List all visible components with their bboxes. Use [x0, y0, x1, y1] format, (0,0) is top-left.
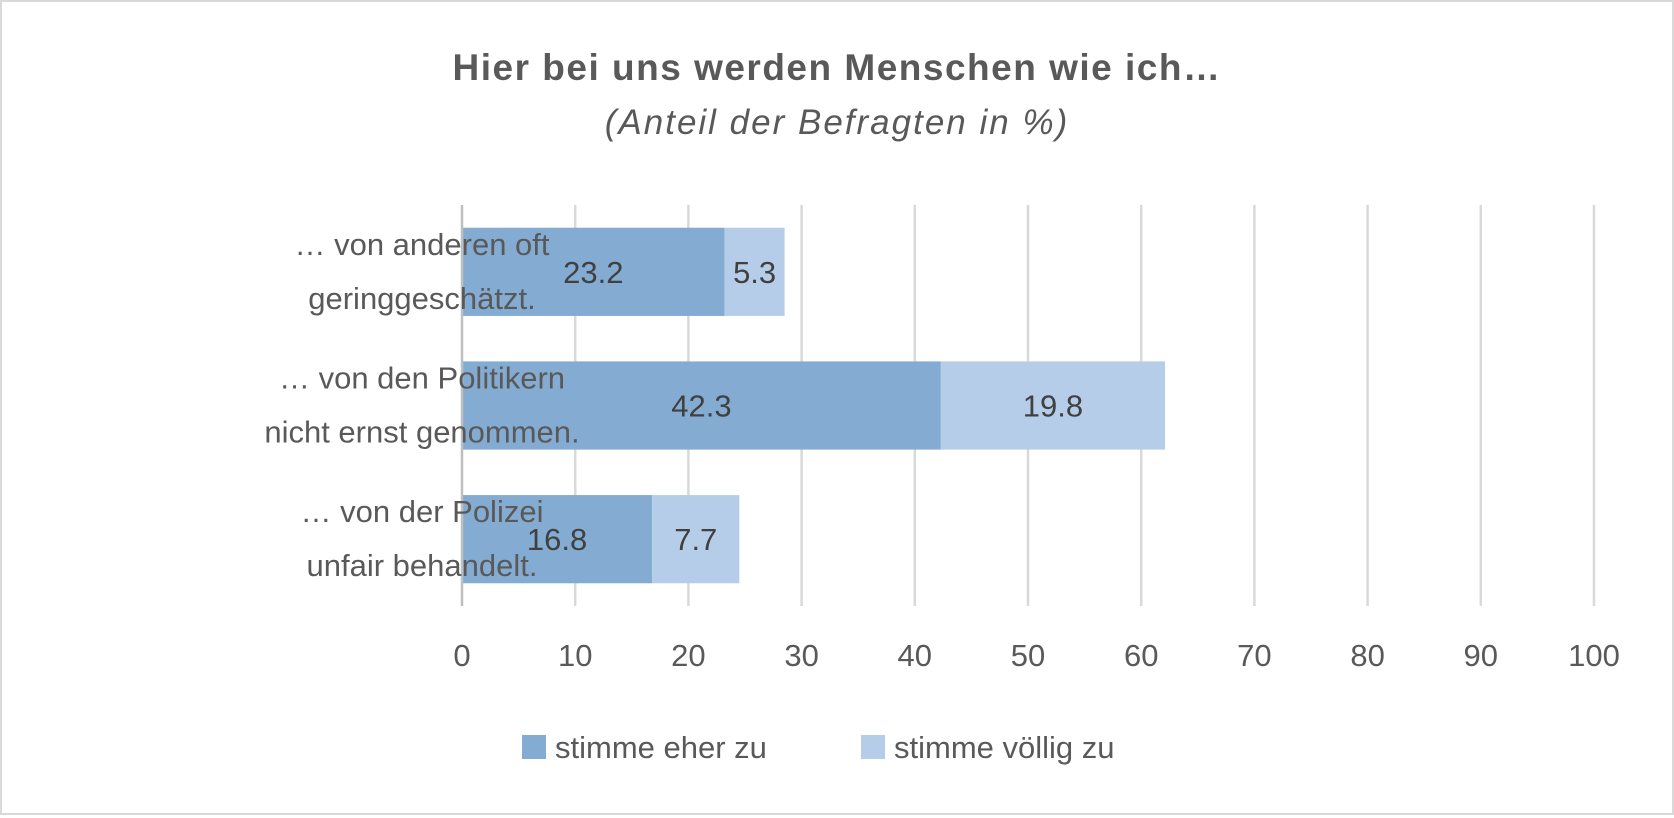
x-tick-label: 100: [1568, 638, 1620, 673]
category-label: geringgeschätzt.: [308, 281, 535, 316]
category-label: … von der Polizei: [301, 494, 544, 529]
bar-segment: [652, 495, 740, 584]
data-label: 23.2: [563, 255, 623, 290]
data-label: 7.7: [674, 522, 717, 557]
x-tick-label: 30: [784, 638, 818, 673]
bar-segment: [940, 361, 1165, 450]
category-label: unfair behandelt.: [307, 548, 538, 583]
chart-subtitle: (Anteil der Befragten in %): [605, 103, 1069, 142]
category-label: nicht ernst genommen.: [264, 415, 579, 450]
data-label: 19.8: [1023, 389, 1083, 424]
bar-segment: [724, 227, 785, 316]
category-label: … von anderen oft: [294, 227, 549, 262]
x-tick-label: 70: [1237, 638, 1271, 673]
legend-swatch: [522, 735, 546, 759]
x-tick-label: 40: [898, 638, 932, 673]
x-tick-label: 0: [453, 638, 470, 673]
x-tick-label: 20: [671, 638, 705, 673]
chart-title: Hier bei uns werden Menschen wie ich…: [453, 47, 1222, 88]
data-label: 42.3: [671, 389, 731, 424]
x-tick-labels: 0 10 20 30 40 50 60 70 80 90 100: [453, 638, 1619, 673]
legend-label: stimme völlig zu: [894, 730, 1115, 765]
category-label: … von den Politikern: [279, 361, 565, 396]
x-tick-label: 10: [558, 638, 592, 673]
legend-label: stimme eher zu: [555, 730, 767, 765]
legend: stimme eher zu stimme völlig zu: [522, 730, 1115, 765]
category-labels: … von anderen oft geringgeschätzt. … von d…: [264, 227, 579, 583]
legend-swatch: [861, 735, 885, 759]
x-tick-label: 60: [1124, 638, 1158, 673]
bar-segment: [462, 227, 725, 316]
data-label: 5.3: [733, 255, 776, 290]
bars: 23.2 5.3 42.3 19.8 16.8 7.7: [462, 227, 1165, 584]
data-label: 16.8: [527, 522, 587, 557]
x-tick-label: 90: [1464, 638, 1498, 673]
x-tick-label: 50: [1011, 638, 1045, 673]
bar-segment: [462, 495, 653, 584]
x-tick-label: 80: [1350, 638, 1384, 673]
bar-segment: [462, 361, 941, 450]
